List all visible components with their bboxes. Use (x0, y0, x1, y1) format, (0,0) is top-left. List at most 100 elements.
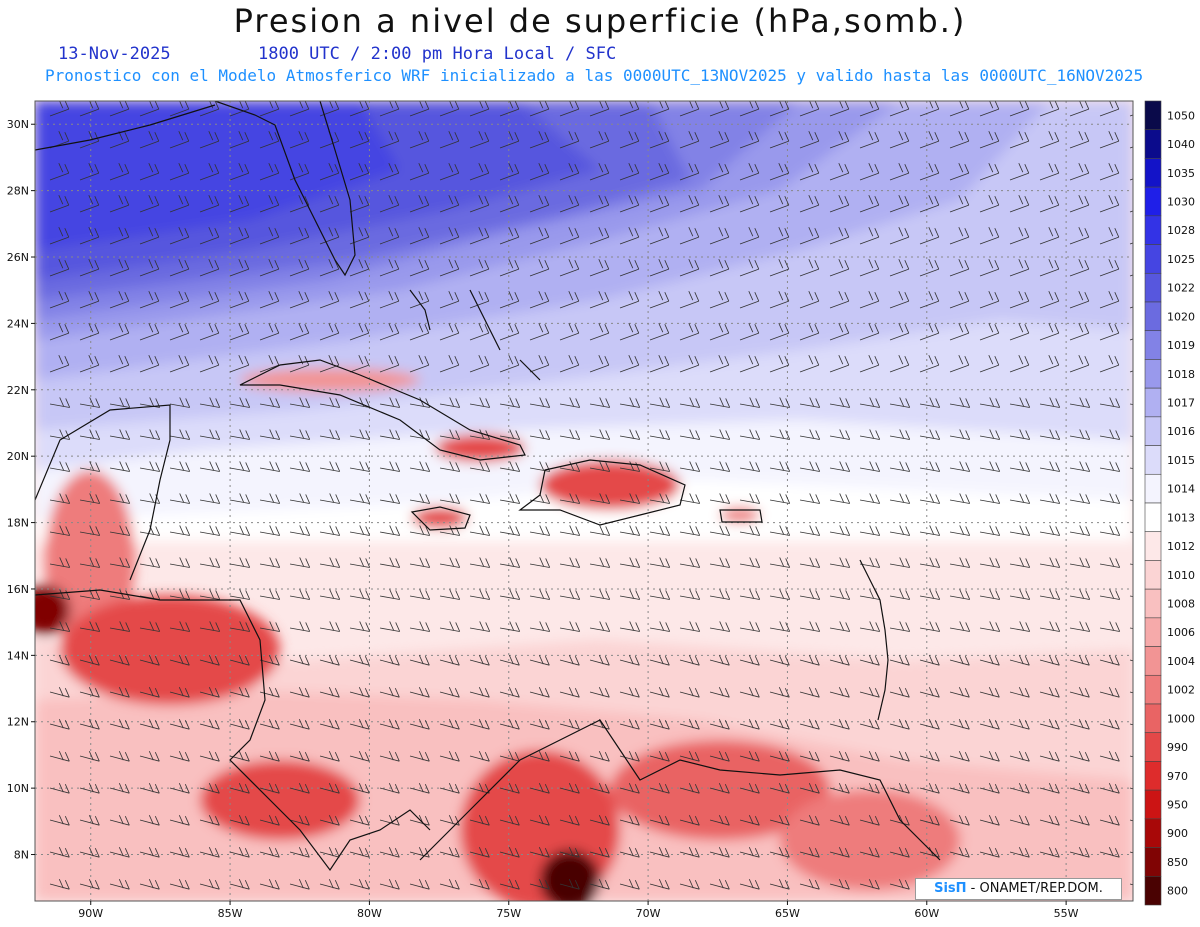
wind-barb (79, 461, 101, 472)
wind-barb (649, 557, 671, 568)
wind-barb (169, 655, 190, 666)
wind-barb (979, 719, 1000, 730)
wind-barb (439, 461, 461, 472)
wind-barb (199, 879, 220, 890)
wind-barb (739, 397, 761, 408)
wind-barb (289, 621, 311, 632)
wind-barb (469, 655, 490, 666)
colorbar-swatch-1017 (1144, 387, 1162, 418)
wind-barb (469, 258, 490, 277)
wind-barb (319, 162, 340, 181)
wind-barb (289, 194, 310, 213)
wind-barb (439, 397, 461, 408)
wind-barb (979, 751, 1000, 762)
wind-barb (1039, 429, 1061, 440)
wind-barb (709, 461, 731, 472)
wind-barb (469, 589, 491, 600)
wind-barb (589, 783, 610, 794)
wind-barb (919, 751, 940, 762)
wind-barb (79, 687, 100, 698)
wind-barb (49, 194, 70, 213)
wind-barb (889, 847, 910, 858)
wind-barb (259, 130, 280, 149)
lat-label-18N: 18N (7, 517, 29, 530)
wind-barb (319, 429, 341, 440)
wind-barb (679, 719, 700, 730)
wind-barb (199, 162, 220, 181)
wind-barb (739, 719, 760, 730)
wind-barb (499, 258, 520, 277)
wind-barb (1039, 226, 1060, 245)
wind-barb (589, 493, 611, 504)
wind-barb (679, 687, 700, 698)
wind-barb (739, 557, 761, 568)
lat-label-24N: 24N (7, 317, 29, 330)
wind-barb (769, 589, 791, 600)
wind-barb (709, 354, 730, 373)
wind-barb (769, 783, 790, 794)
wind-barb (769, 525, 791, 536)
wind-barb (139, 847, 160, 858)
wind-barb (469, 525, 491, 536)
wind-barb (829, 258, 850, 277)
wind-barb (469, 751, 490, 762)
wind-barb (469, 879, 490, 890)
wind-barb (499, 226, 520, 245)
wind-barb (169, 687, 190, 698)
wind-barb (229, 290, 250, 309)
wind-barb (919, 815, 940, 826)
wind-barb (859, 687, 880, 698)
colorbar-swatch-1022 (1144, 272, 1162, 303)
wind-barb (769, 290, 790, 309)
wind-barb (559, 493, 581, 504)
wind-barb (799, 879, 820, 890)
wind-barb (1009, 847, 1030, 858)
wind-barb (409, 354, 430, 373)
wind-barb (679, 621, 701, 632)
cuba-coast (239, 359, 526, 461)
wind-barb (379, 621, 401, 632)
wind-barb (739, 194, 760, 213)
wind-barb (229, 879, 250, 890)
wind-barb (619, 290, 640, 309)
wind-barb (289, 162, 310, 181)
wind-barb (289, 751, 310, 762)
wind-barb (919, 226, 940, 245)
wind-barb (1039, 290, 1060, 309)
wind-barb (289, 879, 310, 890)
wind-barb (259, 847, 280, 858)
wind-barb (379, 493, 401, 504)
wind-barb (979, 493, 1001, 504)
wind-barb (499, 655, 520, 666)
wind-barb (139, 130, 160, 149)
wind-barb (199, 655, 220, 666)
wind-barb (1039, 847, 1060, 858)
wind-barb (1039, 589, 1061, 600)
wind-barb (769, 194, 790, 213)
wind-barb (559, 101, 580, 117)
heatlow-honduras (60, 595, 280, 705)
wind-barb (109, 461, 131, 472)
wind-barb (559, 719, 580, 730)
wind-barb (79, 322, 100, 341)
wind-barb (379, 783, 400, 794)
colorbar-label-1019: 1019 (1167, 339, 1195, 352)
wind-barb (49, 687, 70, 698)
wind-barb (499, 290, 520, 309)
wind-barb (529, 461, 551, 472)
wind-barb (139, 621, 161, 632)
wind-barb (439, 258, 460, 277)
wind-barb (829, 101, 850, 117)
wind-barb (889, 589, 911, 600)
yucatan-coast (35, 404, 171, 581)
wind-barb (379, 461, 401, 472)
wind-barb (229, 493, 251, 504)
wind-barb (439, 719, 460, 730)
wind-barb (439, 783, 460, 794)
wind-barb (619, 525, 641, 536)
wind-barb (439, 162, 460, 181)
wind-barb (289, 687, 310, 698)
wind-barb (679, 130, 700, 149)
wind-barb (79, 621, 101, 632)
wind-barb (79, 429, 101, 440)
